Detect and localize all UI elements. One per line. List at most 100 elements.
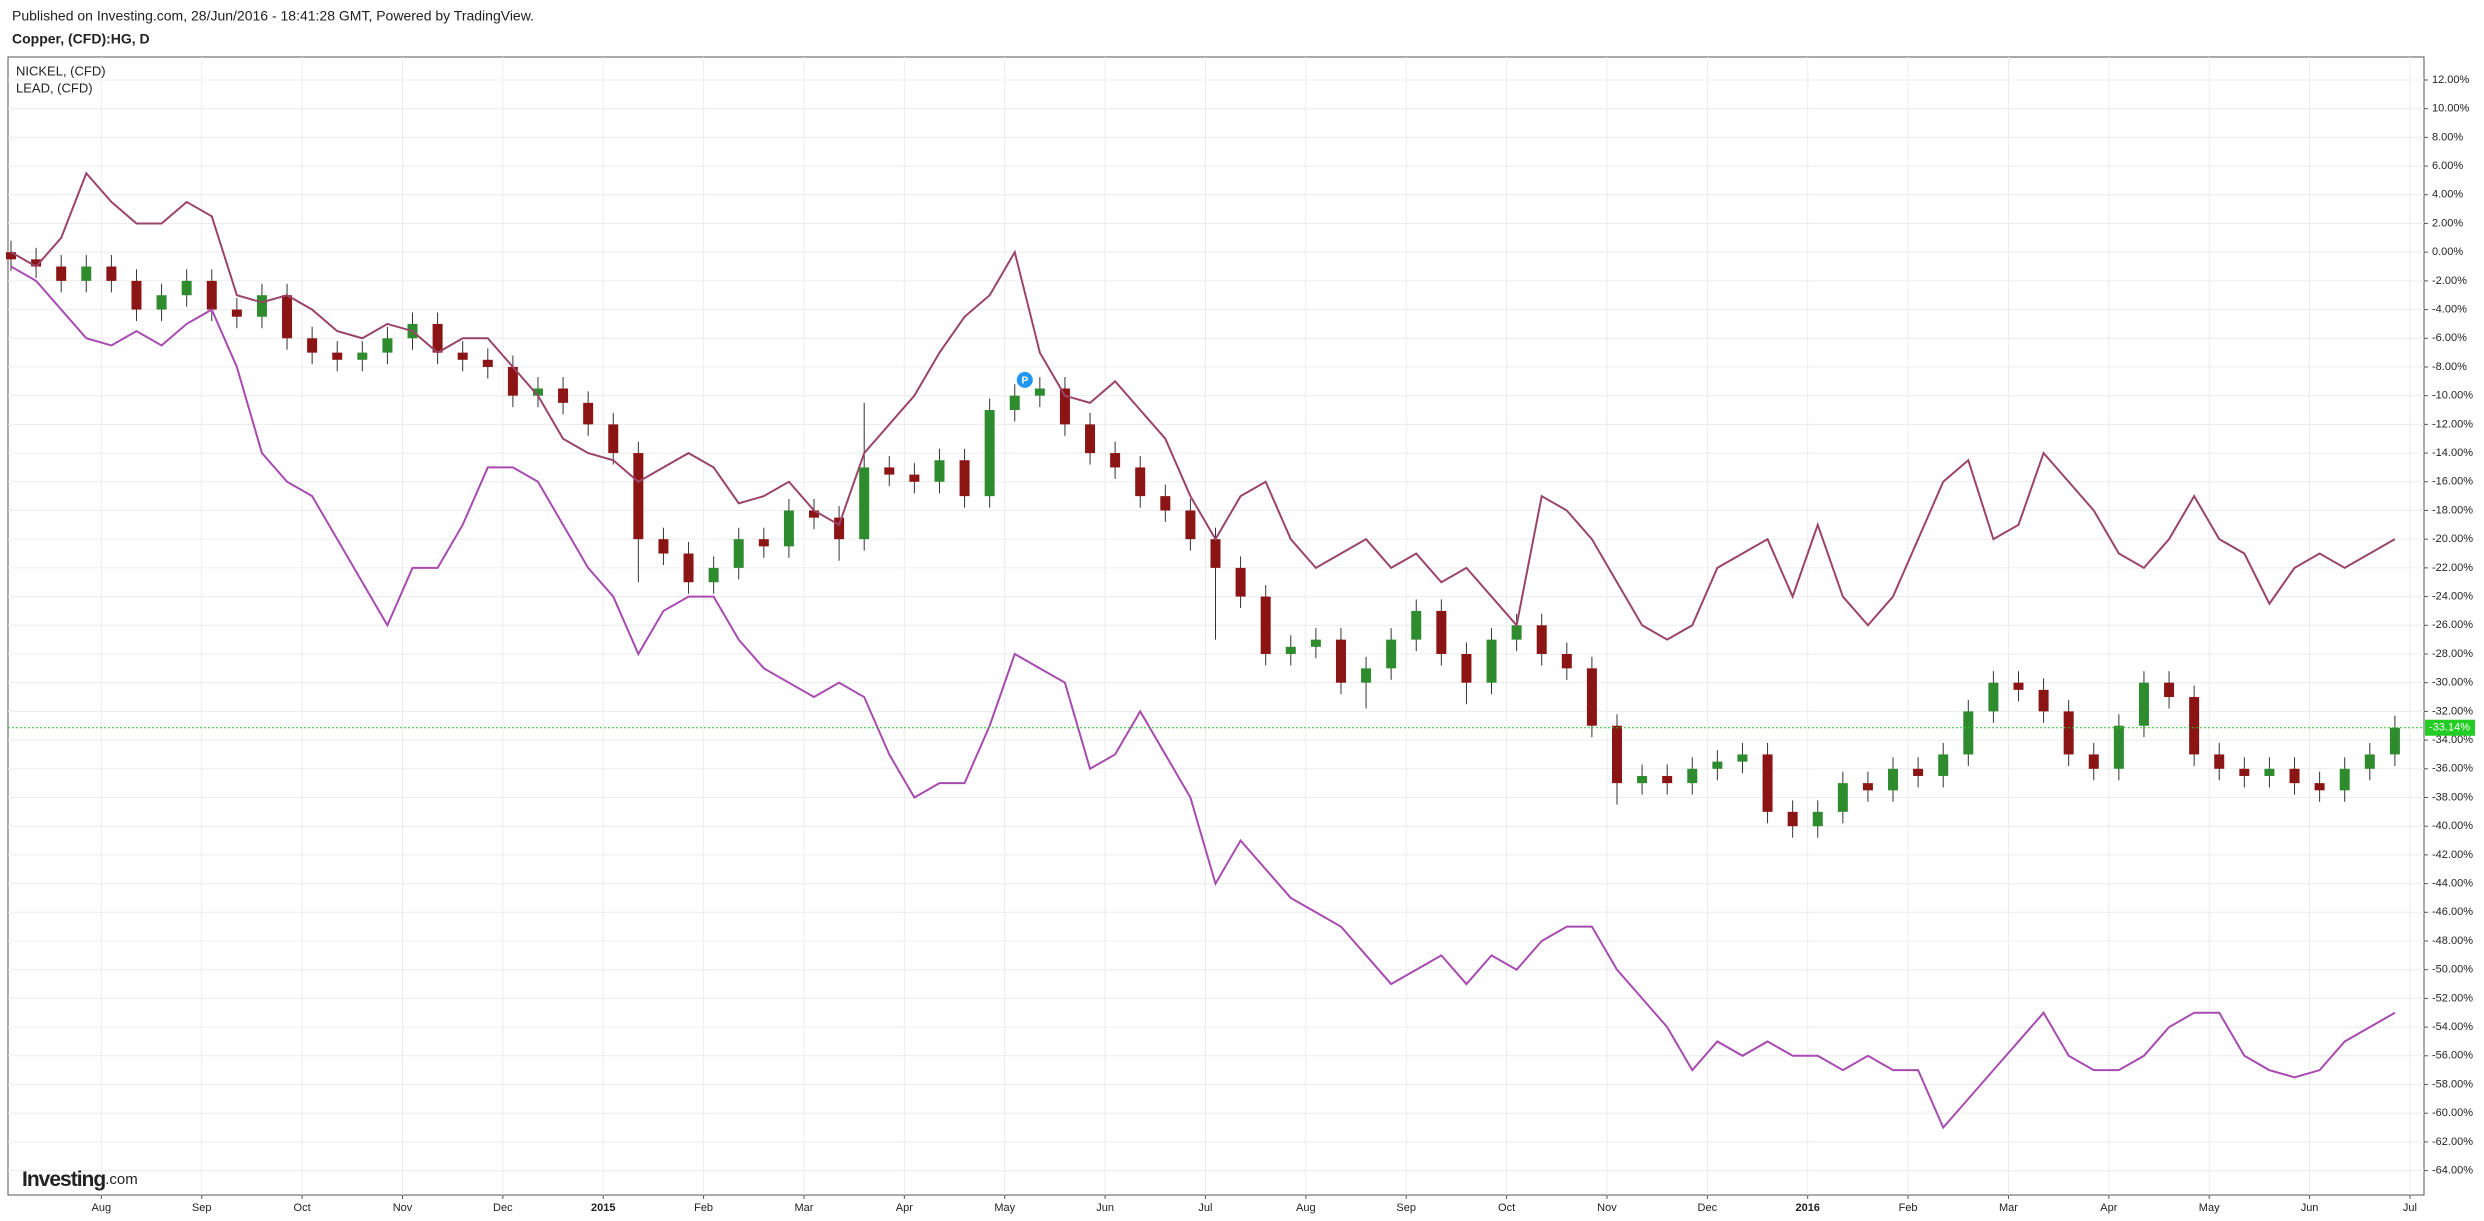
- y-tick-label: -44.00%: [2432, 877, 2473, 889]
- candle-body: [81, 266, 92, 281]
- y-tick-label: 8.00%: [2432, 131, 2463, 143]
- y-tick-label: 0.00%: [2432, 246, 2463, 258]
- candle-body: [2038, 689, 2049, 712]
- candle-body: [658, 539, 669, 554]
- candle-body: [1963, 711, 1974, 755]
- y-tick-label: -2.00%: [2432, 275, 2467, 287]
- y-tick-label: -40.00%: [2432, 820, 2473, 832]
- candle-body: [2013, 682, 2024, 690]
- y-tick-label: -46.00%: [2432, 906, 2473, 918]
- candle-body: [156, 295, 167, 310]
- candle-body: [1059, 388, 1070, 425]
- candle-body: [1913, 768, 1924, 776]
- y-tick-label: -16.00%: [2432, 476, 2473, 488]
- candle-body: [1812, 811, 1823, 827]
- candle-body: [2214, 754, 2225, 769]
- y-tick-label: -56.00%: [2432, 1050, 2473, 1062]
- candle-body: [1310, 639, 1321, 647]
- candle-body: [2113, 725, 2124, 769]
- candle-body: [56, 266, 67, 281]
- candle-body: [1536, 625, 1547, 654]
- candle-body: [1135, 467, 1146, 497]
- x-tick-label: Apr: [2100, 1202, 2117, 1214]
- candle-body: [758, 539, 769, 547]
- y-tick-label: -28.00%: [2432, 648, 2473, 660]
- last-price-box: [2425, 719, 2475, 736]
- y-tick-label: -22.00%: [2432, 562, 2473, 574]
- x-tick-label: Nov: [393, 1202, 413, 1214]
- marks: P: [6, 171, 2424, 1130]
- y-tick-label: -26.00%: [2432, 619, 2473, 631]
- x-tick-label: Dec: [493, 1202, 513, 1214]
- x-tick-label: Feb: [1899, 1202, 1918, 1214]
- candle-body: [1386, 639, 1397, 669]
- plot-frame: [7, 56, 2425, 1196]
- y-tick-label: 6.00%: [2432, 160, 2463, 172]
- candle-body: [2138, 682, 2149, 726]
- x-tick-label: Mar: [794, 1202, 813, 1214]
- watermark-main: Investing: [22, 1168, 105, 1191]
- candle-body: [307, 338, 318, 353]
- candle-body: [2364, 754, 2375, 769]
- candle-body: [1938, 754, 1949, 776]
- candle-body: [1511, 625, 1522, 640]
- candle-body: [31, 259, 42, 267]
- chart-title: Copper, (CFD):HG, D: [12, 31, 150, 47]
- candle-body: [1888, 768, 1899, 791]
- candle-body: [432, 323, 443, 353]
- candle-body: [583, 402, 594, 425]
- y-tick-label: -14.00%: [2432, 447, 2473, 459]
- x-tick-label: Jun: [2301, 1202, 2319, 1214]
- x-tick-label: Apr: [896, 1202, 913, 1214]
- candle-body: [1787, 811, 1798, 827]
- candle-body: [1034, 388, 1045, 396]
- y-tick-label: -50.00%: [2432, 964, 2473, 976]
- y-tick-label: -18.00%: [2432, 504, 2473, 516]
- y-tick-label: -24.00%: [2432, 590, 2473, 602]
- candle-body: [2289, 768, 2300, 784]
- candle-body: [332, 352, 343, 360]
- candle-body: [2389, 727, 2400, 755]
- x-tick-label: Jun: [1096, 1202, 1114, 1214]
- y-tick-label: -8.00%: [2432, 361, 2467, 373]
- candle-body: [959, 460, 970, 497]
- candle-body: [733, 539, 744, 568]
- candle-body: [1561, 653, 1572, 669]
- candle-body: [1185, 510, 1196, 540]
- candle-body: [532, 388, 543, 396]
- candle-body: [106, 266, 117, 281]
- x-tick-label: Aug: [1296, 1202, 1316, 1214]
- candle-body: [507, 366, 518, 396]
- y-tick-label: -58.00%: [2432, 1078, 2473, 1090]
- x-tick-label: Jul: [2403, 1202, 2417, 1214]
- candle-body: [1260, 596, 1271, 654]
- candle-body: [1361, 668, 1372, 683]
- candle-body: [1085, 424, 1096, 454]
- candle-body: [282, 295, 293, 339]
- x-tick-label: Aug: [92, 1202, 112, 1214]
- y-tick-label: 4.00%: [2432, 189, 2463, 201]
- y-tick-label: -60.00%: [2432, 1107, 2473, 1119]
- candle-body: [809, 510, 820, 518]
- legend-entry: NICKEL, (CFD): [16, 63, 106, 78]
- candle-body: [2164, 682, 2175, 698]
- x-tick-label: Oct: [294, 1202, 311, 1214]
- y-tick-label: 2.00%: [2432, 217, 2463, 229]
- line-series: [10, 171, 2396, 641]
- candle-body: [1637, 775, 1648, 784]
- x-tick-label: Nov: [1597, 1202, 1617, 1214]
- candle-body: [1486, 639, 1497, 683]
- annotation-label: P: [1021, 376, 1028, 387]
- candle-body: [1110, 453, 1121, 468]
- candle-body: [2239, 768, 2250, 776]
- y-tick-label: -54.00%: [2432, 1021, 2473, 1033]
- x-tick-label: Oct: [1498, 1202, 1515, 1214]
- candle-body: [1009, 395, 1020, 411]
- x-tick-label: Feb: [694, 1202, 713, 1214]
- y-tick-label: -20.00%: [2432, 533, 2473, 545]
- grid: [8, 57, 2424, 1195]
- candle-body: [2063, 711, 2074, 755]
- candle-body: [1662, 775, 1673, 784]
- line-series: [10, 265, 2396, 1130]
